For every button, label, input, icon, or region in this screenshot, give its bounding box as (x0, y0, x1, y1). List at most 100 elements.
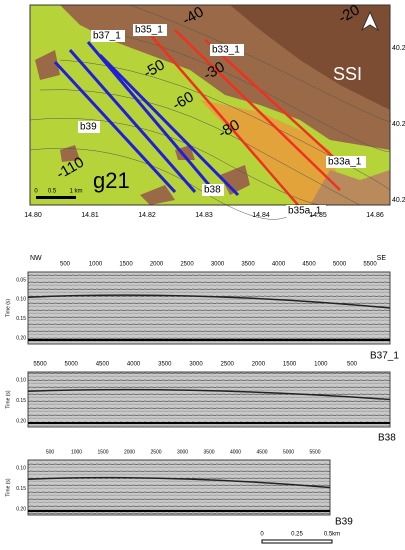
profile-name: B39 (335, 517, 353, 528)
scale-label: 0 (34, 189, 38, 195)
label-box (91, 30, 125, 42)
label-box (133, 24, 167, 36)
unit-deep (230, 5, 390, 110)
shot-tick: 4500 (96, 362, 110, 368)
line-label: b33a_1 (328, 157, 362, 168)
seafloor-reflector (27, 294, 391, 309)
scale-label: 0.25 (291, 532, 303, 538)
shot-tick: 2500 (221, 362, 235, 368)
shot-tick: 5000 (283, 449, 294, 455)
shot-tick: 4000 (127, 362, 141, 368)
north-arrow (360, 10, 380, 32)
label-box (286, 205, 326, 217)
label-box (78, 121, 100, 133)
lon-tick: 14.84 (252, 212, 270, 219)
profile-name: B38 (378, 433, 396, 444)
time-label: Time (s) (5, 390, 11, 408)
shot-tick: 500 (347, 362, 358, 368)
seismic-image (27, 371, 391, 428)
end-label: NW (30, 255, 42, 262)
time-tick: 0.15 (16, 316, 26, 322)
shot-tick: 3500 (203, 449, 214, 455)
shot-tick: 4000 (230, 449, 241, 455)
line-label: b37_1 (93, 31, 121, 42)
shot-tick: 4000 (272, 262, 286, 268)
shot-tick: 500 (46, 449, 55, 455)
shot-tick: 5000 (65, 362, 79, 368)
shot-tick: 1000 (89, 262, 103, 268)
shot-tick: 4500 (302, 262, 316, 268)
unit-label: g21 (93, 168, 130, 193)
label-box (210, 44, 244, 56)
lat-tick: 40.24 (392, 45, 405, 52)
lon-tick: 14.80 (24, 212, 42, 219)
shot-tick: 2000 (252, 362, 266, 368)
lon-tick: 14.86 (366, 212, 384, 219)
line-label: b38 (204, 185, 221, 196)
seismic-image (27, 271, 391, 345)
end-label: SE (377, 255, 387, 262)
shot-tick: 3000 (189, 362, 203, 368)
scale-label: 0.5 (48, 189, 57, 195)
line-label: b33_1 (212, 45, 240, 56)
line-label: b35_1 (135, 25, 163, 36)
shot-tick: 1500 (283, 362, 297, 368)
lon-tick: 14.83 (195, 212, 213, 219)
line-label: b39 (80, 122, 97, 133)
time-tick: 0.05 (16, 277, 26, 283)
profile-name: B37_1 (370, 351, 399, 362)
shot-tick: 3000 (211, 262, 225, 268)
shot-tick: 2500 (150, 449, 161, 455)
shot-tick: 3500 (241, 262, 255, 268)
time-label: Time (s) (5, 299, 11, 317)
blue-lines (53, 41, 240, 197)
label-box (326, 156, 366, 168)
shot-tick: 5000 (333, 262, 347, 268)
shot-tick: 2000 (150, 262, 164, 268)
shot-tick: 5500 (33, 362, 47, 368)
time-tick: 0.20 (16, 506, 26, 512)
map-frame (29, 4, 391, 206)
seismic-image (27, 459, 331, 516)
scale-label: 0 (260, 532, 264, 538)
time-tick: 0.15 (16, 398, 26, 404)
shot-tick: 2000 (124, 449, 135, 455)
time-tick: 0.20 (16, 335, 26, 341)
label-box (202, 184, 224, 196)
shot-tick: 5500 (309, 449, 320, 455)
shot-tick: 3000 (177, 449, 188, 455)
scale-bar (36, 196, 76, 199)
contours (29, 4, 392, 220)
shot-tick: 1000 (314, 362, 328, 368)
lon-tick: 14.85 (309, 212, 327, 219)
shot-tick: 1000 (71, 449, 82, 455)
seafloor-reflector (27, 476, 331, 489)
unit-lst (200, 100, 340, 205)
time-tick: 0.20 (16, 418, 26, 424)
scale-label: 1 km (69, 189, 82, 195)
seafloor-reflector (27, 388, 391, 401)
unit-label: SSI (333, 64, 362, 84)
red-lines (147, 29, 343, 206)
lon-tick: 14.81 (81, 212, 99, 219)
time-tick: 0.15 (16, 486, 26, 492)
time-tick: 0.10 (16, 377, 26, 383)
shot-tick: 500 (60, 262, 71, 268)
time-tick: 0.10 (16, 297, 26, 303)
time-label: Time (s) (5, 478, 11, 496)
scale-bar (261, 539, 333, 544)
scale-label: 0.5km (324, 532, 340, 538)
line-label: b35a_1 (288, 206, 322, 217)
shot-tick: 3500 (158, 362, 172, 368)
shot-tick: 1500 (119, 262, 133, 268)
time-tick: 0.10 (16, 465, 26, 471)
shot-tick: 5500 (363, 262, 377, 268)
shot-tick: 2500 (180, 262, 194, 268)
map (29, 4, 392, 220)
unit-label: LST (313, 210, 343, 227)
shot-tick: 4500 (256, 449, 267, 455)
lat-tick: 40.23 (392, 121, 405, 128)
lon-tick: 14.82 (138, 212, 156, 219)
lat-tick: 40.22 (392, 197, 405, 204)
